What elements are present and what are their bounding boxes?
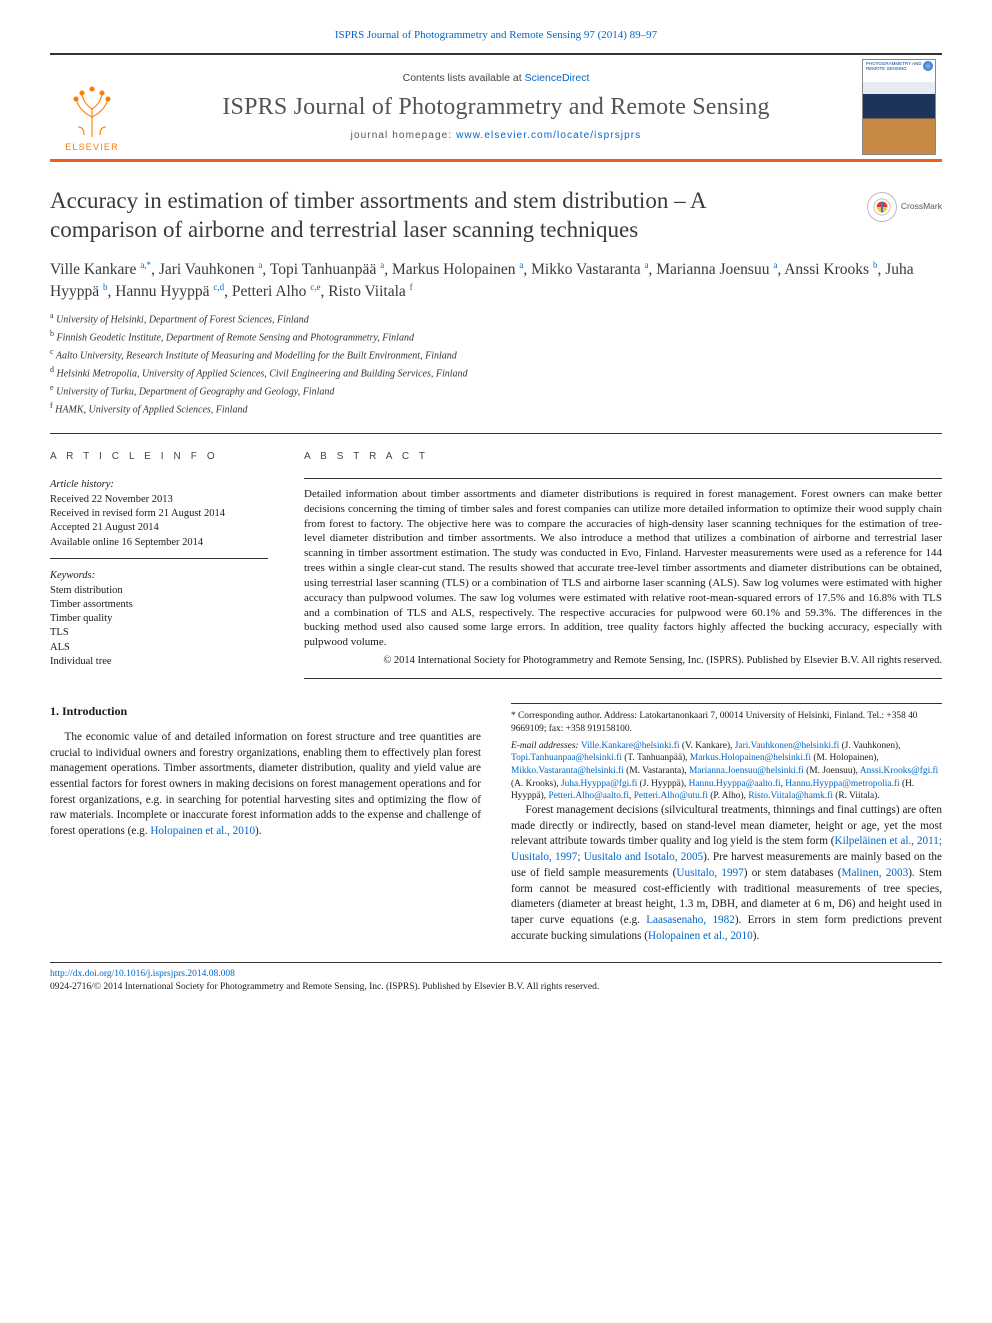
journal-title: ISPRS Journal of Photogrammetry and Remo… xyxy=(140,91,852,123)
crossmark-label: CrossMark xyxy=(901,201,942,212)
abstract-text: Detailed information about timber assort… xyxy=(304,487,942,650)
email-link[interactable]: Markus.Holopainen@helsinki.fi xyxy=(690,753,811,763)
contents-available: Contents lists available at ScienceDirec… xyxy=(140,71,852,85)
article-body: 1. Introduction The economic value of an… xyxy=(50,703,942,944)
running-citation[interactable]: ISPRS Journal of Photogrammetry and Remo… xyxy=(50,28,942,43)
email-link[interactable]: Juha.Hyyppa@fgi.fi xyxy=(561,779,637,789)
citation-link[interactable]: Holopainen et al., 2010 xyxy=(150,825,255,837)
email-link[interactable]: Anssi.Krooks@fgi.fi xyxy=(860,766,938,776)
email-link[interactable]: Topi.Tanhuanpaa@helsinki.fi xyxy=(511,753,622,763)
correspondence-footnote: Corresponding author. Address: Latokarta… xyxy=(511,703,942,803)
page-footer: http://dx.doi.org/10.1016/j.isprsjprs.20… xyxy=(50,962,942,995)
issn-copyright: 0924-2716/© 2014 International Society f… xyxy=(50,982,599,992)
crossmark-badge[interactable]: CrossMark xyxy=(867,192,942,222)
email-link[interactable]: Ville.Kankare@helsinki.fi xyxy=(581,741,680,751)
email-link[interactable]: Mikko.Vastaranta@helsinki.fi xyxy=(511,766,624,776)
article-info-label: A R T I C L E I N F O xyxy=(50,450,268,464)
abstract-label: A B S T R A C T xyxy=(304,450,942,464)
crossmark-icon xyxy=(873,198,891,216)
rule-accent xyxy=(50,159,942,162)
email-link[interactable]: Marianna.Joensuu@helsinki.fi xyxy=(689,766,804,776)
journal-cover-thumb: PHOTOGRAMMETRY AND REMOTE SENSING xyxy=(862,59,936,155)
sciencedirect-link[interactable]: ScienceDirect xyxy=(525,72,590,84)
article-history: Article history: Received 22 November 20… xyxy=(50,478,268,559)
article-title: Accuracy in estimation of timber assortm… xyxy=(50,186,790,245)
abstract-copyright: © 2014 International Society for Photogr… xyxy=(304,654,942,668)
publisher-logo: ELSEVIER xyxy=(50,55,136,159)
keywords: Keywords: Stem distributionTimber assort… xyxy=(50,569,268,669)
citation-link[interactable]: Laasasenaho, 1982 xyxy=(646,914,735,926)
affiliations: a University of Helsinki, Department of … xyxy=(50,310,942,417)
doi-link[interactable]: http://dx.doi.org/10.1016/j.isprsjprs.20… xyxy=(50,969,235,979)
email-link[interactable]: Petteri.Alho@utu.fi xyxy=(634,791,708,801)
email-link[interactable]: Hannu.Hyyppa@metropolia.fi xyxy=(785,779,899,789)
body-paragraph: Forest management decisions (silvicultur… xyxy=(511,803,942,944)
citation-link[interactable]: Malinen, 2003 xyxy=(842,867,909,879)
email-link[interactable]: Petteri.Alho@aalto.fi xyxy=(549,791,630,801)
isprs-globe-icon xyxy=(923,61,933,71)
elsevier-tree-icon xyxy=(61,79,123,139)
email-link[interactable]: Hannu.Hyyppa@aalto.fi xyxy=(689,779,781,789)
author-list: Ville Kankare a,*, Jari Vauhkonen a, Top… xyxy=(50,259,942,303)
citation-link[interactable]: Holopainen et al., 2010 xyxy=(648,930,753,942)
citation-link[interactable]: Uusitalo, 1997 xyxy=(676,867,743,879)
homepage-link[interactable]: www.elsevier.com/locate/isprsjprs xyxy=(456,130,641,141)
body-paragraph: The economic value of and detailed infor… xyxy=(50,730,481,840)
section-heading: 1. Introduction xyxy=(50,703,481,720)
email-link[interactable]: Jari.Vauhkonen@helsinki.fi xyxy=(735,741,839,751)
journal-homepage: journal homepage: www.elsevier.com/locat… xyxy=(140,129,852,143)
email-link[interactable]: Risto.Viitala@hamk.fi xyxy=(748,791,833,801)
publisher-name: ELSEVIER xyxy=(65,141,119,153)
citation-link[interactable]: Kilpeläinen et al., 2011; Uusitalo, 1997… xyxy=(511,835,942,863)
masthead: ELSEVIER Contents lists available at Sci… xyxy=(50,55,942,159)
